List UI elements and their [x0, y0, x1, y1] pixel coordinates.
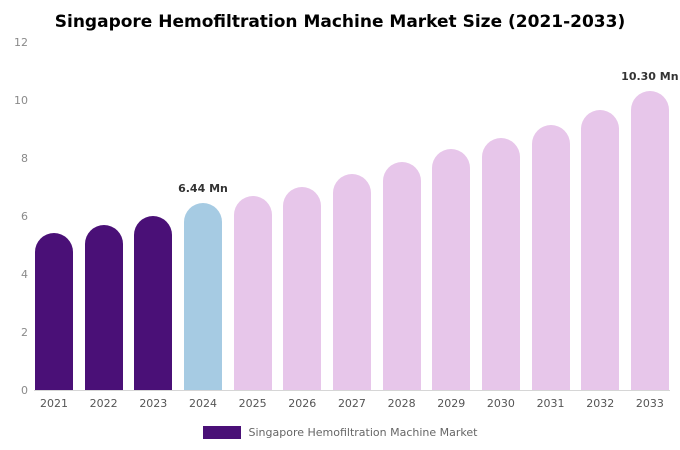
y-tick-label-6: 6	[21, 210, 28, 223]
bar-2023	[134, 216, 173, 390]
y-tick-label-12: 12	[14, 36, 28, 49]
x-tick-label-2032: 2032	[586, 397, 615, 410]
bar-column-2029	[431, 42, 471, 390]
bar-column-2022	[84, 42, 124, 390]
x-tick-label-2031: 2031	[536, 397, 565, 410]
x-tick-label-2023: 2023	[139, 397, 168, 410]
bar-column-2021	[34, 42, 74, 390]
legend-label: Singapore Hemofiltration Machine Market	[248, 426, 478, 439]
bar-column-2028	[382, 42, 422, 390]
x-tick-label-2030: 2030	[486, 397, 515, 410]
legend-swatch	[202, 426, 241, 439]
bar-value-label-2033: 10.30 Mn	[621, 70, 679, 84]
y-tick-label-8: 8	[21, 152, 28, 165]
y-tick-label-4: 4	[21, 268, 28, 281]
bar-2027	[332, 173, 371, 390]
bar-column-2033: 10.30 Mn	[621, 42, 679, 390]
y-tick-label-0: 0	[21, 384, 28, 397]
x-tick-label-2021: 2021	[40, 397, 68, 410]
bar-2021	[35, 233, 73, 390]
bar-2022	[84, 224, 123, 390]
plot-area: 6.44 Mn 10.30 Mn 0 2 4 6 8 10 12	[14, 36, 679, 397]
bar-value-label-2024: 6.44 Mn	[178, 182, 228, 196]
x-tick-label-2028: 2028	[387, 397, 416, 410]
y-tick-label-2: 2	[21, 326, 28, 339]
bar-2031	[531, 124, 570, 390]
bar-2033	[630, 91, 669, 390]
bar-2024	[183, 203, 222, 390]
x-tick-label-2033: 2033	[635, 397, 664, 410]
chart-title: Singapore Hemofiltration Machine Market …	[54, 12, 626, 32]
x-tick-label-2025: 2025	[238, 397, 267, 410]
x-axis: 2021 2022 2023 2024 2025 2026 2027 2028 2029 2030…	[34, 391, 670, 410]
x-tick-label-2022: 2022	[89, 397, 118, 410]
bar-2030	[481, 137, 520, 390]
x-tick-label-2027: 2027	[337, 397, 366, 410]
bar-column-2023	[133, 42, 173, 390]
bar-column-2025	[233, 42, 273, 390]
legend: Singapore Hemofiltration Machine Market	[0, 426, 680, 439]
bar-column-2032	[580, 42, 620, 390]
bar-column-2030	[481, 42, 521, 390]
bar-2032	[581, 110, 620, 390]
bar-column-2024: 6.44 Mn	[178, 42, 228, 390]
chart-container: Singapore Hemofiltration Machine Market …	[0, 12, 680, 439]
bar-2025	[233, 195, 272, 390]
bar-column-2026	[282, 42, 322, 390]
x-tick-label-2026: 2026	[288, 397, 317, 410]
y-tick-label-10: 10	[14, 94, 28, 107]
x-tick-label-2024: 2024	[188, 397, 217, 410]
bar-column-2027	[332, 42, 372, 390]
bar-column-2031	[531, 42, 571, 390]
bar-2026	[283, 187, 322, 390]
bar-2029	[432, 149, 471, 390]
bars-group: 6.44 Mn 10.30 Mn	[34, 42, 679, 390]
x-tick-label-2029: 2029	[437, 397, 466, 410]
bar-2028	[382, 162, 421, 390]
